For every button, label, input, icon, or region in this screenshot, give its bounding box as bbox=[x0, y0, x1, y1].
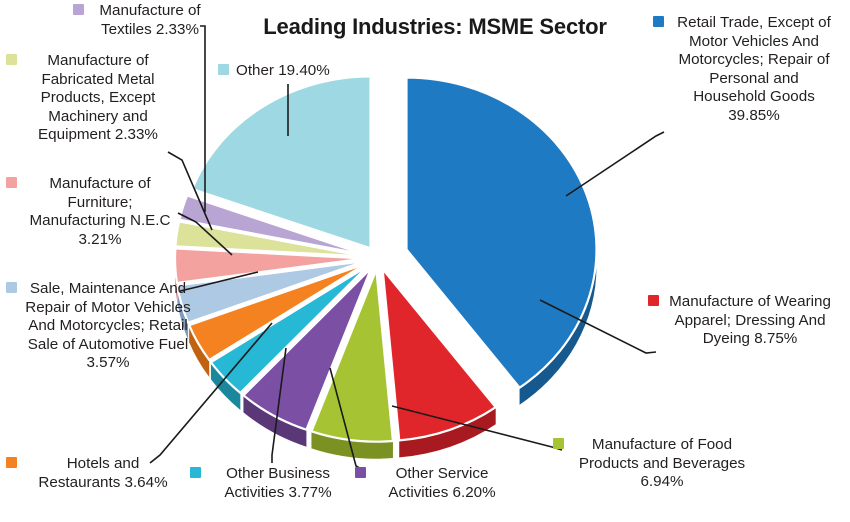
swatch-wearing-apparel bbox=[648, 295, 659, 307]
pie-slice-textiles[interactable]: Manufacture of Textiles 2.33% bbox=[178, 194, 367, 256]
pie-slice-other[interactable]: Other 19.40% bbox=[191, 75, 372, 250]
swatch-other-business-activities bbox=[190, 467, 201, 479]
label-other-service-activities: Other Service Activities 6.20% bbox=[355, 465, 525, 502]
swatch-other-service-activities bbox=[355, 467, 366, 479]
pie-slice-retail[interactable]: Retail Trade, Except of Motor Vehicles A… bbox=[405, 76, 598, 389]
pie-slice-hotels[interactable]: Hotels and Restaurants 3.64% bbox=[188, 262, 368, 362]
label-motor-vehicles: Sale, Maintenance And Repair of Motor Ve… bbox=[6, 280, 202, 373]
label-furniture-text: Manufacture of Furniture; Manufacturing … bbox=[29, 175, 171, 248]
swatch-food-products bbox=[553, 438, 564, 450]
swatch-retail-trade bbox=[653, 16, 664, 28]
page-title: Leading Industries: MSME Sector bbox=[263, 14, 607, 39]
label-other-service-activities-text: Other Service Activities 6.20% bbox=[388, 465, 496, 501]
pie-slice-side-obizact bbox=[210, 362, 241, 410]
label-furniture: Manufacture of Furniture; Manufacturing … bbox=[6, 175, 192, 249]
pie-slice-apparel[interactable]: Manufacture of Wearing Apparel; Dressing… bbox=[381, 267, 497, 442]
pie-slice-furniture[interactable]: Manufacture of Furniture; Manufacturing … bbox=[173, 247, 367, 285]
swatch-textiles bbox=[73, 4, 84, 16]
label-other-business-activities: Other Business Activities 3.77% bbox=[190, 465, 360, 502]
swatch-furniture bbox=[6, 177, 17, 189]
label-wearing-apparel-text: Manufacture of Wearing Apparel; Dressing… bbox=[669, 293, 831, 348]
pie-slice-motorveh[interactable]: Sale, Maintenance And Repair of Motor Ve… bbox=[176, 259, 367, 324]
pie-slice-side-retail bbox=[519, 249, 597, 405]
label-textiles-text: Manufacture of Textiles 2.33% bbox=[99, 2, 201, 38]
label-fabricated-metal: Manufacture of Fabricated Metal Products… bbox=[6, 52, 186, 145]
swatch-other bbox=[218, 64, 229, 76]
pie-slice-layer: Retail Trade, Except of Motor Vehicles A… bbox=[173, 75, 598, 443]
swatch-fabricated-metal bbox=[6, 54, 17, 66]
label-wearing-apparel: Manufacture of Wearing Apparel; Dressing… bbox=[648, 293, 848, 349]
pie-slice-side-food bbox=[311, 431, 393, 459]
label-other-business-activities-text: Other Business Activities 3.77% bbox=[224, 465, 332, 501]
label-fabricated-metal-text: Manufacture of Fabricated Metal Products… bbox=[38, 52, 158, 144]
swatch-hotels-restaurants bbox=[6, 457, 17, 469]
label-retail-trade-text: Retail Trade, Except of Motor Vehicles A… bbox=[677, 14, 831, 124]
label-motor-vehicles-text: Sale, Maintenance And Repair of Motor Ve… bbox=[25, 280, 191, 372]
pie-slice-food[interactable]: Manufacture of Food Products and Beverag… bbox=[310, 268, 395, 443]
label-hotels-restaurants: Hotels and Restaurants 3.64% bbox=[6, 455, 196, 492]
label-other: Other 19.40% bbox=[218, 62, 388, 81]
label-food-products: Manufacture of Food Products and Beverag… bbox=[553, 436, 763, 492]
label-hotels-restaurants-text: Hotels and Restaurants 3.64% bbox=[38, 455, 168, 491]
label-food-products-text: Manufacture of Food Products and Beverag… bbox=[578, 436, 746, 491]
label-other-text: Other 19.40% bbox=[236, 62, 330, 79]
swatch-motor-vehicles bbox=[6, 282, 17, 294]
label-retail-trade: Retail Trade, Except of Motor Vehicles A… bbox=[653, 14, 849, 125]
pie-slice-osvcact[interactable]: Other Service Activities 6.20% bbox=[242, 266, 373, 431]
pie-slice-side-apparel bbox=[399, 407, 496, 458]
label-textiles: Manufacture of Textiles 2.33% bbox=[66, 2, 216, 39]
